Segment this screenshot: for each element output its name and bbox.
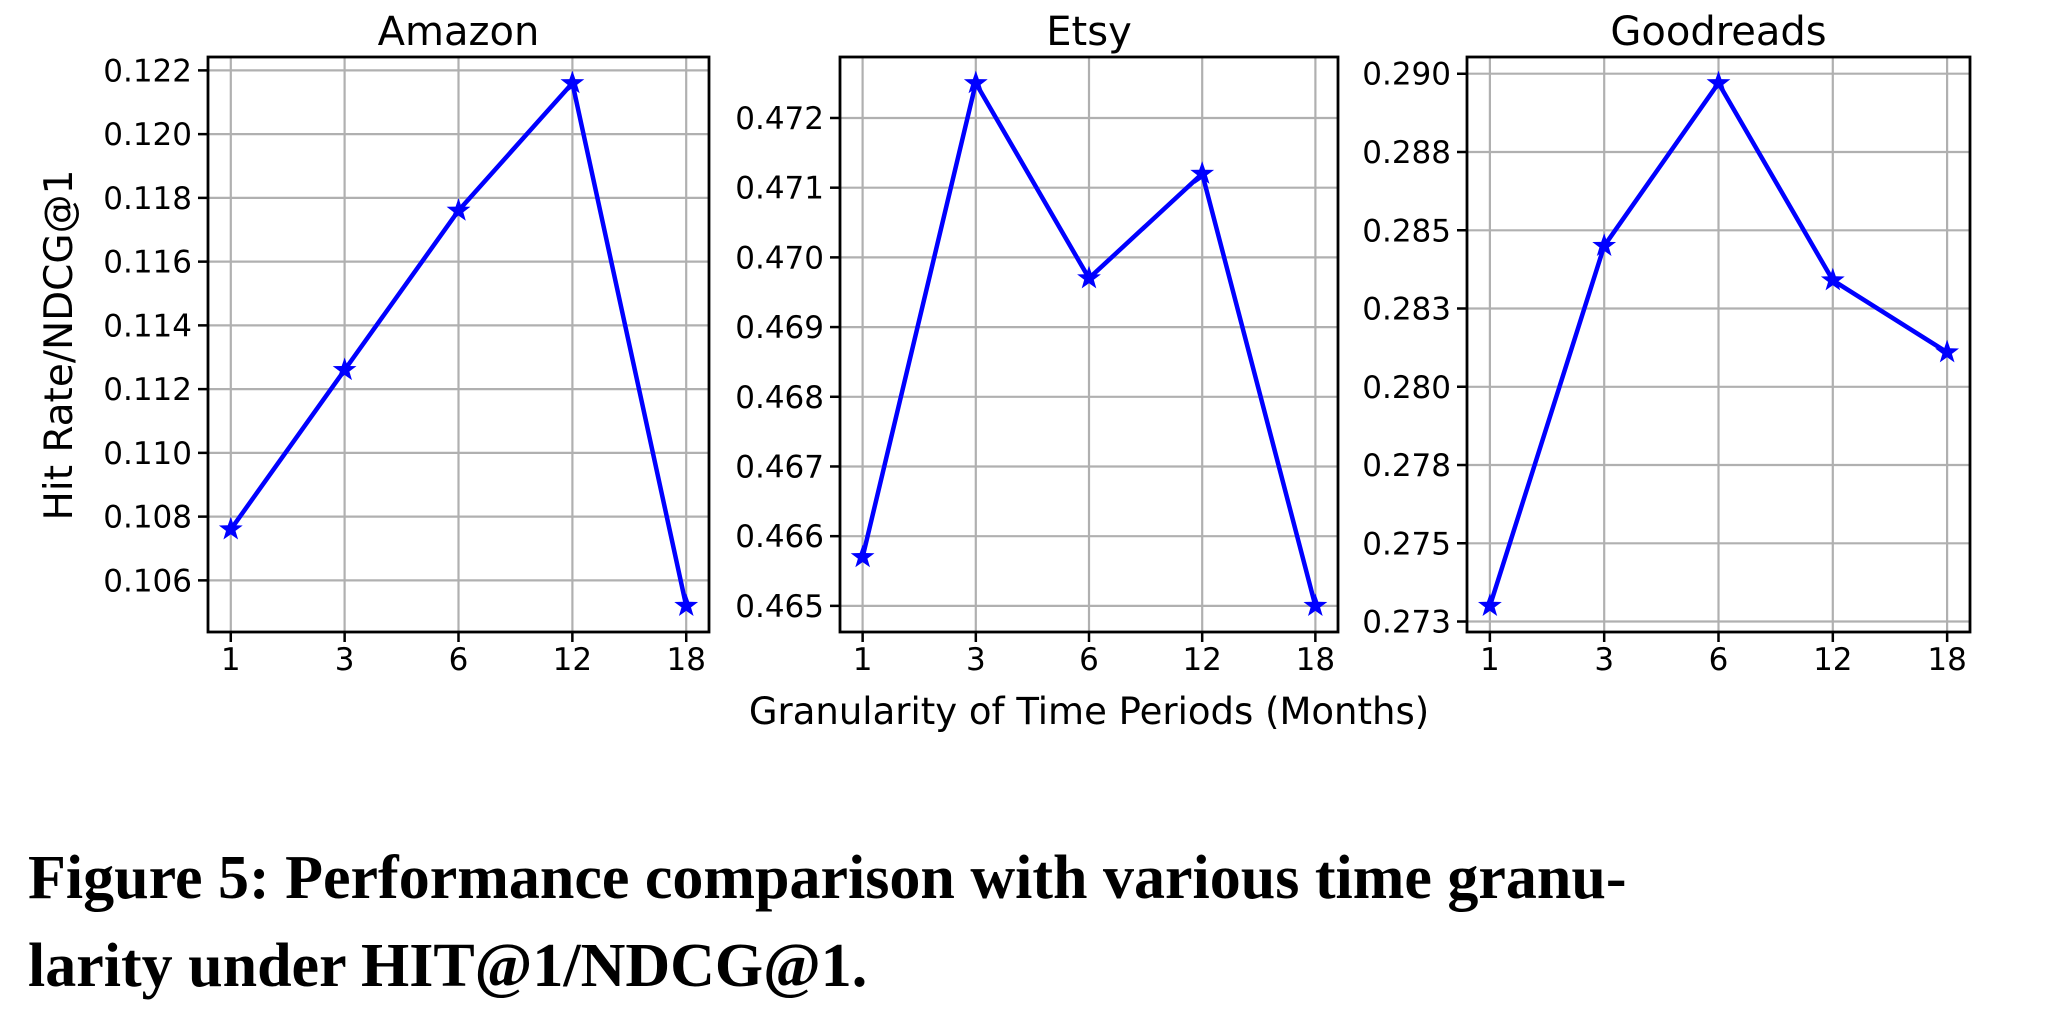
x-tick-label: 6 [449,642,469,678]
y-tick-label: 0.470 [735,240,824,276]
data-point-marker [1077,265,1101,289]
y-tick-label: 0.122 [103,53,192,89]
x-tick-label: 3 [335,642,355,678]
y-tick-label: 0.278 [1362,448,1451,484]
y-tick-label: 0.468 [735,380,824,416]
y-tick-label: 0.288 [1362,135,1451,171]
data-point-marker [332,357,357,381]
data-point-marker [963,70,988,94]
y-tick-label: 0.280 [1362,370,1451,406]
data-point-marker [1190,161,1215,184]
x-tick-label: 12 [1182,642,1221,678]
data-point-marker [446,198,471,221]
caption-line-2: larity under HIT@1/NDCG@1. [28,932,868,1000]
data-point-marker [218,516,243,540]
y-tick-label: 0.283 [1362,292,1451,328]
data-point-marker [1706,70,1731,94]
y-tick-label: 0.114 [103,308,192,344]
plot-amazon: 1 3 6 12 18 0.106 0.108 0.110 0.112 0.114 0.116 0.1… [103,9,711,678]
x-tick-label: 18 [1296,642,1335,678]
data-point-marker [674,593,699,616]
chart-title: Etsy [1046,9,1131,55]
data-point-marker [850,544,875,568]
y-tick-label: 0.275 [1362,526,1451,562]
data-point-marker [1303,593,1328,616]
y-axis-label: Hit Rate/NDCG@1 [37,170,82,521]
data-point-marker [1820,267,1845,291]
data-point-marker [560,70,585,94]
y-tick-label: 0.465 [735,589,824,625]
x-tick-label: 12 [553,642,592,678]
y-tick-label: 0.466 [735,519,824,555]
y-tick-label: 0.116 [103,245,192,281]
x-tick-label: 1 [221,642,241,678]
x-tick-label: 1 [1480,642,1500,678]
charts-svg: 1 3 6 12 18 0.106 0.108 0.110 0.112 0.114 0.116 0.1… [37,9,1972,733]
y-tick-label: 0.118 [103,181,192,217]
y-tick-label: 0.472 [735,101,824,137]
x-tick-label: 18 [667,642,706,678]
y-tick-label: 0.106 [103,563,192,599]
y-tick-label: 0.471 [735,171,824,207]
x-tick-label: 1 [853,642,873,678]
data-point-marker [1935,339,1959,363]
y-tick-label: 0.285 [1362,213,1451,249]
x-tick-label: 6 [1709,642,1729,678]
figure-caption: Figure 5: Performance comparison with va… [28,834,2038,1010]
plot-etsy: 1 3 6 12 18 0.465 0.466 0.467 0.468 0.469 0.470 0.4… [735,9,1340,678]
y-tick-label: 0.290 [1362,57,1451,93]
axis-spine [1465,55,1972,634]
x-axis-label: Granularity of Time Periods (Months) [749,690,1429,733]
x-tick-label: 12 [1813,642,1852,678]
y-tick-label: 0.273 [1362,605,1451,641]
data-point-marker [1592,233,1617,256]
axis-spine [206,55,711,634]
caption-line-1: Figure 5: Performance comparison with va… [28,844,1627,912]
chart-title: Goodreads [1610,9,1826,55]
axis-spine [838,55,1340,634]
data-point-marker [1478,593,1502,616]
y-tick-label: 0.112 [103,372,192,408]
x-tick-label: 3 [966,642,986,678]
y-tick-label: 0.120 [103,117,192,153]
x-tick-label: 3 [1594,642,1614,678]
y-tick-label: 0.467 [735,449,824,485]
x-tick-label: 18 [1927,642,1966,678]
plot-goodreads: 1 3 6 12 18 0.273 0.275 0.278 0.280 0.283 0.285 0.2… [1362,9,1972,678]
y-tick-label: 0.469 [735,310,824,346]
chart-title: Amazon [378,9,540,55]
y-tick-label: 0.108 [103,500,192,536]
x-tick-label: 6 [1079,642,1099,678]
y-tick-label: 0.110 [103,436,192,472]
